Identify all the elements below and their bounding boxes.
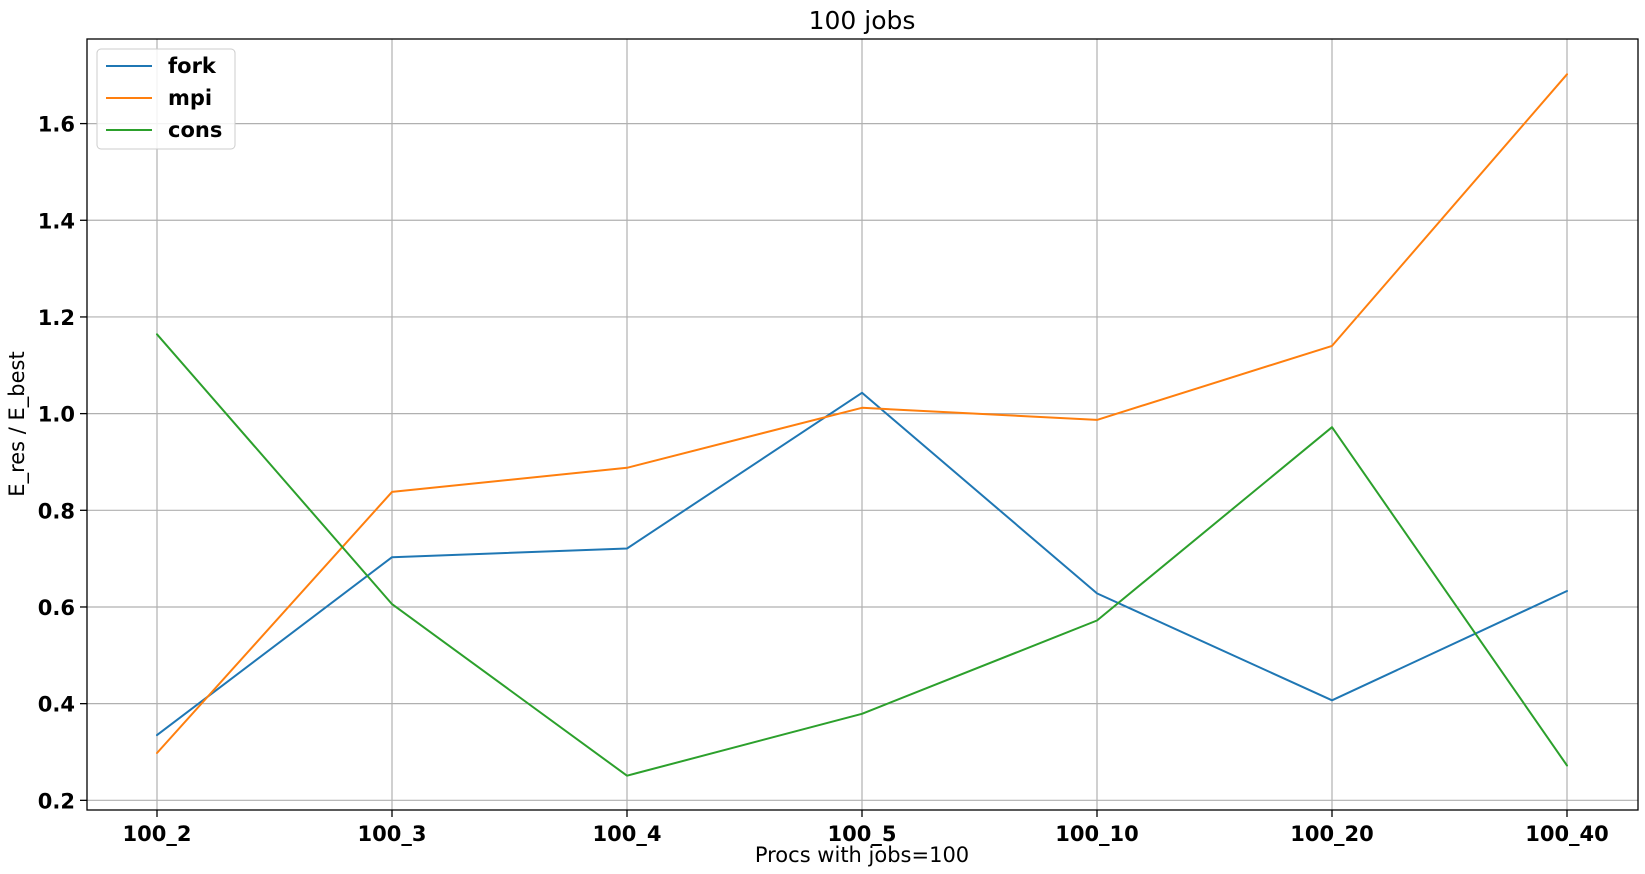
legend-label-cons: cons: [168, 118, 222, 142]
legend-label-fork: fork: [168, 54, 217, 78]
y-axis-label: E_res / E_best: [5, 351, 30, 496]
y-tick-label: 1.6: [38, 113, 75, 137]
y-tick-label: 0.2: [38, 789, 75, 813]
y-tick-label: 0.8: [38, 499, 75, 523]
legend-box: [96, 48, 236, 150]
x-tick-label: 100_40: [1525, 822, 1609, 846]
axis-ticks: 100_2 100_3 100_4 100_5 100_10 100_20 100_40 0.…: [38, 113, 1609, 846]
grid: [87, 39, 1638, 810]
x-axis-label: Procs with jobs=100: [755, 843, 969, 867]
y-tick-label: 1.2: [38, 306, 75, 330]
x-tick-label: 100_10: [1055, 822, 1139, 846]
series-line-fork: [156, 391, 1568, 737]
legend: fork mpi cons: [96, 48, 236, 150]
series-line-mpi: [156, 73, 1568, 754]
x-tick-label: 100_2: [123, 822, 192, 846]
chart-title: 100 jobs: [809, 6, 916, 35]
y-tick-label: 1.0: [38, 403, 75, 427]
y-tick-label: 1.4: [38, 209, 75, 233]
x-tick-label: 100_5: [828, 822, 897, 846]
x-tick-label: 100_3: [358, 822, 427, 846]
y-tick-label: 0.4: [38, 693, 75, 717]
legend-label-mpi: mpi: [168, 86, 212, 110]
y-tick-label: 0.6: [38, 596, 75, 620]
x-tick-label: 100_20: [1290, 822, 1374, 846]
series-lines: [156, 73, 1568, 777]
x-tick-label: 100_4: [593, 822, 662, 846]
series-line-cons: [156, 333, 1568, 777]
